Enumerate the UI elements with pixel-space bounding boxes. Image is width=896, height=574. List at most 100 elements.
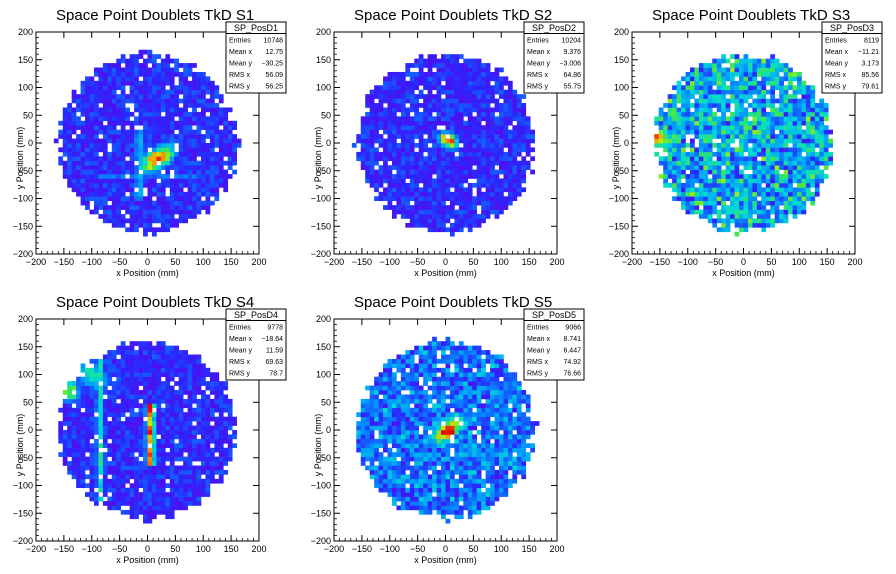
heatmap-bin — [463, 76, 469, 82]
heatmap-bin — [743, 120, 749, 126]
heatmap-bin — [707, 147, 713, 153]
heatmap-bin — [432, 214, 437, 219]
heatmap-bin — [183, 385, 188, 391]
stats-row-label: Mean y — [825, 61, 848, 68]
heatmap-bin — [481, 160, 486, 166]
heatmap-bin — [810, 98, 816, 104]
heatmap-bin — [423, 111, 428, 117]
heatmap-bin — [774, 174, 780, 179]
heatmap-bin — [120, 438, 126, 444]
heatmap-bin — [378, 191, 384, 197]
heatmap-bin — [76, 143, 81, 148]
heatmap-bin — [681, 205, 686, 210]
heatmap-bin — [667, 138, 673, 144]
heatmap-bin — [196, 474, 202, 480]
heatmap-bin — [770, 76, 776, 82]
heatmap-bin — [102, 412, 108, 417]
heatmap-bin — [716, 89, 722, 95]
heatmap-bin — [107, 187, 113, 193]
heatmap-bin — [721, 182, 726, 188]
heatmap-bin — [143, 372, 148, 378]
heatmap-bin — [676, 178, 682, 184]
heatmap-bin — [111, 107, 117, 113]
heatmap-bin — [89, 165, 95, 170]
heatmap-bin — [160, 209, 166, 215]
heatmap-bin — [707, 218, 713, 224]
heatmap-bin — [499, 120, 504, 126]
heatmap-bin — [721, 156, 726, 162]
heatmap-bin — [129, 143, 135, 148]
heatmap-bin — [107, 196, 113, 202]
heatmap-bin — [89, 358, 95, 364]
heatmap-bin — [125, 151, 130, 157]
heatmap-bin — [187, 465, 193, 471]
heatmap-bin — [85, 200, 90, 206]
heatmap-bin — [102, 111, 108, 117]
heatmap-bin — [685, 156, 691, 162]
heatmap-bin — [756, 80, 762, 86]
heatmap-bin — [116, 452, 122, 457]
heatmap-bin — [761, 214, 767, 219]
heatmap-bin — [378, 134, 384, 139]
heatmap-bin — [689, 143, 695, 148]
heatmap-bin — [218, 107, 224, 113]
heatmap-bin — [80, 165, 86, 170]
heatmap-bin — [165, 434, 171, 440]
heatmap-bin — [223, 129, 229, 135]
heatmap-bin — [111, 372, 117, 378]
heatmap-bin — [383, 178, 388, 184]
heatmap-bin — [209, 103, 215, 108]
heatmap-bin — [143, 125, 148, 130]
heatmap-bin — [694, 187, 700, 193]
heatmap-bin — [418, 89, 424, 95]
heatmap-bin — [80, 438, 86, 444]
heatmap-bin — [120, 496, 126, 502]
heatmap-bin — [463, 111, 469, 117]
heatmap-bin — [703, 129, 709, 135]
heatmap-bin — [102, 205, 108, 210]
heatmap-bin — [143, 182, 148, 188]
heatmap-bin — [805, 103, 811, 108]
heatmap-bin — [458, 214, 464, 219]
heatmap-bin — [770, 129, 776, 135]
heatmap-bin — [752, 151, 758, 157]
heatmap-bin — [209, 80, 215, 86]
heatmap-bin — [739, 209, 744, 215]
heatmap-bin — [685, 191, 691, 197]
heatmap-bin — [423, 103, 428, 108]
heatmap-bin — [689, 94, 695, 99]
heatmap-bin — [169, 187, 175, 193]
heatmap-bin — [716, 85, 722, 91]
heatmap-bin — [779, 151, 784, 157]
heatmap-bin — [156, 169, 162, 175]
heatmap-bin — [418, 129, 424, 135]
heatmap-bin — [125, 425, 130, 431]
heatmap-bin — [721, 187, 726, 193]
heatmap-bin — [187, 160, 193, 166]
heatmap-bin — [454, 178, 460, 184]
heatmap-bin — [67, 412, 72, 417]
heatmap-bin — [125, 218, 130, 224]
heatmap-bin — [138, 222, 144, 228]
heatmap-bin — [138, 63, 144, 68]
heatmap-bin — [694, 209, 700, 215]
heatmap-bin — [788, 120, 793, 126]
heatmap-bin — [667, 111, 673, 117]
heatmap-bin — [174, 218, 180, 224]
heatmap-bin — [196, 160, 202, 166]
heatmap-bin — [463, 120, 469, 126]
heatmap-bin — [801, 165, 807, 170]
heatmap-bin — [160, 363, 166, 369]
heatmap-bin — [712, 205, 718, 210]
heatmap-bin — [432, 129, 437, 135]
stats-row-value: 64.86 — [563, 72, 581, 79]
heatmap-bin — [160, 129, 166, 135]
heatmap-bin — [490, 89, 495, 95]
heatmap-bin — [405, 98, 411, 104]
heatmap-bin — [734, 125, 740, 130]
heatmap-bin — [125, 209, 130, 215]
heatmap-bin — [129, 394, 135, 400]
heatmap-bin — [463, 98, 469, 104]
heatmap-bin — [111, 200, 117, 206]
heatmap-bin — [209, 438, 215, 444]
